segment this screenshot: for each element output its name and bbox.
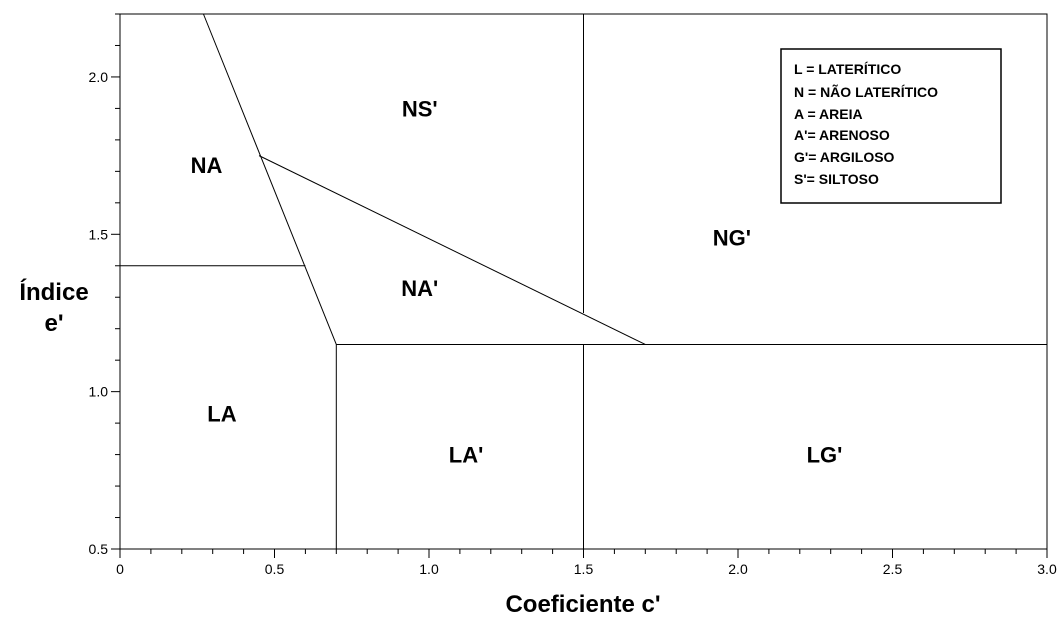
legend-entry-areia: A = AREIA	[794, 106, 863, 122]
y-tick-label: 0.5	[89, 541, 109, 557]
region-label-ns-prime: NS'	[402, 96, 438, 121]
region-label-lg-prime: LG'	[807, 443, 843, 468]
region-label-na-prime: NA'	[401, 276, 438, 301]
legend-entry-siltoso: S'= SILTOSO	[794, 171, 879, 187]
y-tick-label: 2.0	[89, 69, 109, 85]
region-labels: NA NS' NA' NG' LA LA' LG'	[191, 96, 843, 467]
legend-entry-arenoso: A'= ARENOSO	[794, 127, 890, 143]
x-tick-label: 2.5	[883, 561, 903, 577]
y-tick-label: 1.5	[89, 226, 109, 242]
x-tick-label: 3.0	[1037, 561, 1057, 577]
NS-NA-prime-boundary	[258, 155, 646, 345]
legend-entry-laterítico: L = LATERÍTICO	[794, 61, 901, 77]
legend-entry-argiloso: G'= ARGILOSO	[794, 149, 895, 165]
x-tick-label: 1.0	[419, 561, 439, 577]
x-tick-label: 0.5	[265, 561, 285, 577]
NA-left-boundary	[202, 13, 337, 345]
region-label-la: LA	[207, 402, 236, 427]
y-axis: 0.5 1.0 1.5 2.0	[89, 13, 120, 557]
x-tick-label: 1.5	[574, 561, 594, 577]
legend: L = LATERÍTICO N = NÃO LATERÍTICO A = AR…	[780, 48, 1002, 204]
legend-entry-não-laterítico: N = NÃO LATERÍTICO	[794, 83, 938, 100]
x-axis-title: Coeficiente c'	[505, 591, 660, 618]
y-axis-title-line-2: e'	[44, 310, 63, 337]
legend-box	[780, 48, 1002, 204]
y-tick-label: 1.0	[89, 384, 109, 400]
x-tick-label: 2.0	[728, 561, 748, 577]
x-axis: 0 0.5 1.0 1.5 2.0 2.5 3.0	[116, 549, 1057, 577]
x-tick-label: 0	[116, 561, 124, 577]
region-boundaries	[120, 13, 1047, 549]
region-label-ng-prime: NG'	[713, 225, 751, 250]
region-label-na: NA	[191, 153, 223, 178]
region-label-la-prime: LA'	[449, 443, 484, 468]
y-axis-title-line-1: Índice	[19, 278, 88, 306]
